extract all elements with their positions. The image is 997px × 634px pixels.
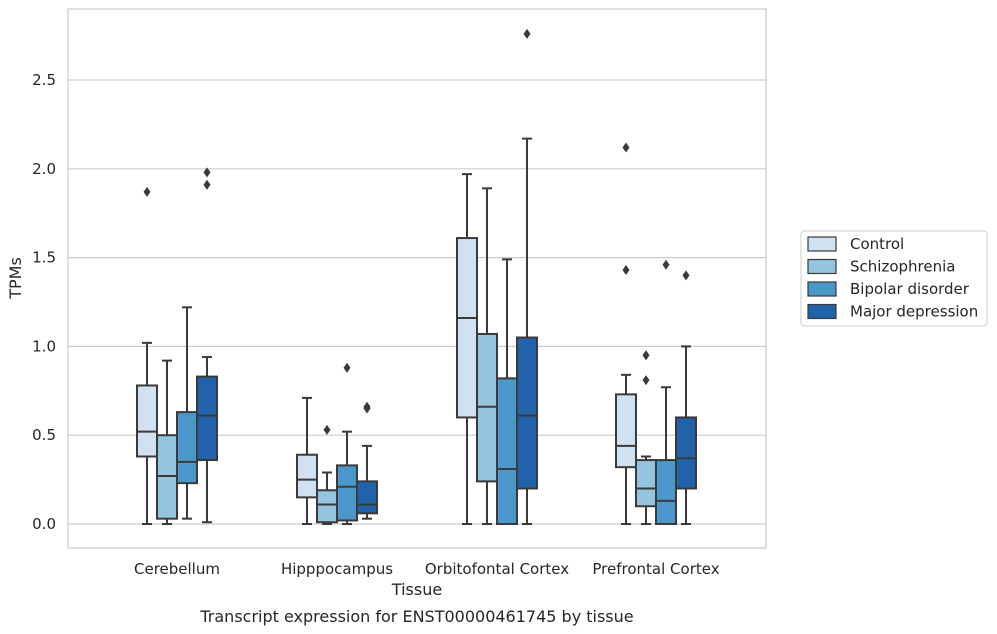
box-iqr <box>196 375 218 462</box>
box-schizophrenia <box>156 359 178 525</box>
box-bipolar-disorder <box>336 362 358 525</box>
y-axis-title: TPMs <box>6 257 25 300</box>
outlier-point <box>642 375 650 386</box>
legend-swatch <box>807 281 837 297</box>
box-iqr <box>136 384 158 458</box>
boxes <box>136 28 697 526</box>
x-axis-title: Tissue <box>391 580 442 599</box>
box-major-depression <box>356 401 378 520</box>
box-bipolar-disorder <box>655 259 677 525</box>
box-bipolar-disorder <box>176 306 198 520</box>
y-tick-label: 2.5 <box>32 71 56 89</box>
y-tick-label: 0.5 <box>32 426 56 444</box>
y-tick-label: 0.0 <box>32 515 56 533</box>
legend-label: Bipolar disorder <box>850 280 970 298</box>
y-tick-label: 1.0 <box>32 337 56 355</box>
outlier-point <box>323 424 331 435</box>
box-iqr <box>456 237 478 419</box>
box-iqr <box>635 459 657 508</box>
x-tick-label: Hipppocampus <box>281 560 393 578</box>
outlier-point <box>523 28 531 39</box>
box-major-depression <box>675 270 697 525</box>
box-iqr <box>176 411 198 485</box>
figure-caption: Transcript expression for ENST0000046174… <box>199 607 633 626</box>
y-tick-label: 2.0 <box>32 160 56 178</box>
box-bipolar-disorder <box>496 258 518 526</box>
y-tick-label: 1.5 <box>32 249 56 267</box>
legend-swatch <box>807 236 837 252</box>
box-control <box>456 173 478 525</box>
box-schizophrenia <box>316 424 338 525</box>
outlier-point <box>343 362 351 373</box>
outlier-point <box>622 142 630 153</box>
box-iqr <box>615 393 637 469</box>
box-iqr <box>296 453 318 499</box>
legend-swatch <box>807 258 837 275</box>
box-iqr <box>516 336 538 490</box>
outlier-point <box>682 270 690 281</box>
legend-label: Control <box>850 235 904 253</box>
box-schizophrenia <box>476 187 498 525</box>
box-control <box>615 142 637 525</box>
box-iqr <box>356 480 378 515</box>
box-schizophrenia <box>635 350 657 525</box>
box-iqr <box>336 464 358 522</box>
legend-swatch <box>807 303 837 320</box>
outlier-point <box>363 401 371 412</box>
box-iqr <box>675 416 697 490</box>
box-control <box>296 396 318 525</box>
box-major-depression <box>196 167 218 524</box>
legend: Control Schizophrenia Bipolar disorder Majo… <box>800 230 988 327</box>
x-tick-label: Cerebellum <box>134 560 220 578</box>
x-tick-label: Prefrontal Cortex <box>592 560 719 578</box>
y-tick-labels: 0.0 0.5 1.0 1.5 2.0 2.5 <box>32 71 56 533</box>
outlier-point <box>203 179 211 190</box>
legend-frame <box>800 230 988 327</box>
box-major-depression <box>516 28 538 525</box>
x-tick-label: Orbitofontal Cortex <box>425 560 569 578</box>
x-tick-labels: Cerebellum Hipppocampus Orbitofontal Corte… <box>134 560 720 578</box>
box-iqr <box>655 459 677 525</box>
outlier-point <box>203 167 211 178</box>
box-iqr <box>496 377 518 526</box>
outlier-point <box>622 265 630 276</box>
outlier-point <box>662 259 670 270</box>
plot-frame <box>67 8 767 549</box>
outlier-point <box>642 350 650 361</box>
box-control <box>136 186 158 525</box>
box-iqr <box>316 489 338 524</box>
legend-label: Major depression <box>850 303 978 321</box>
outlier-point <box>143 186 151 197</box>
legend-label: Schizophrenia <box>850 258 955 276</box>
